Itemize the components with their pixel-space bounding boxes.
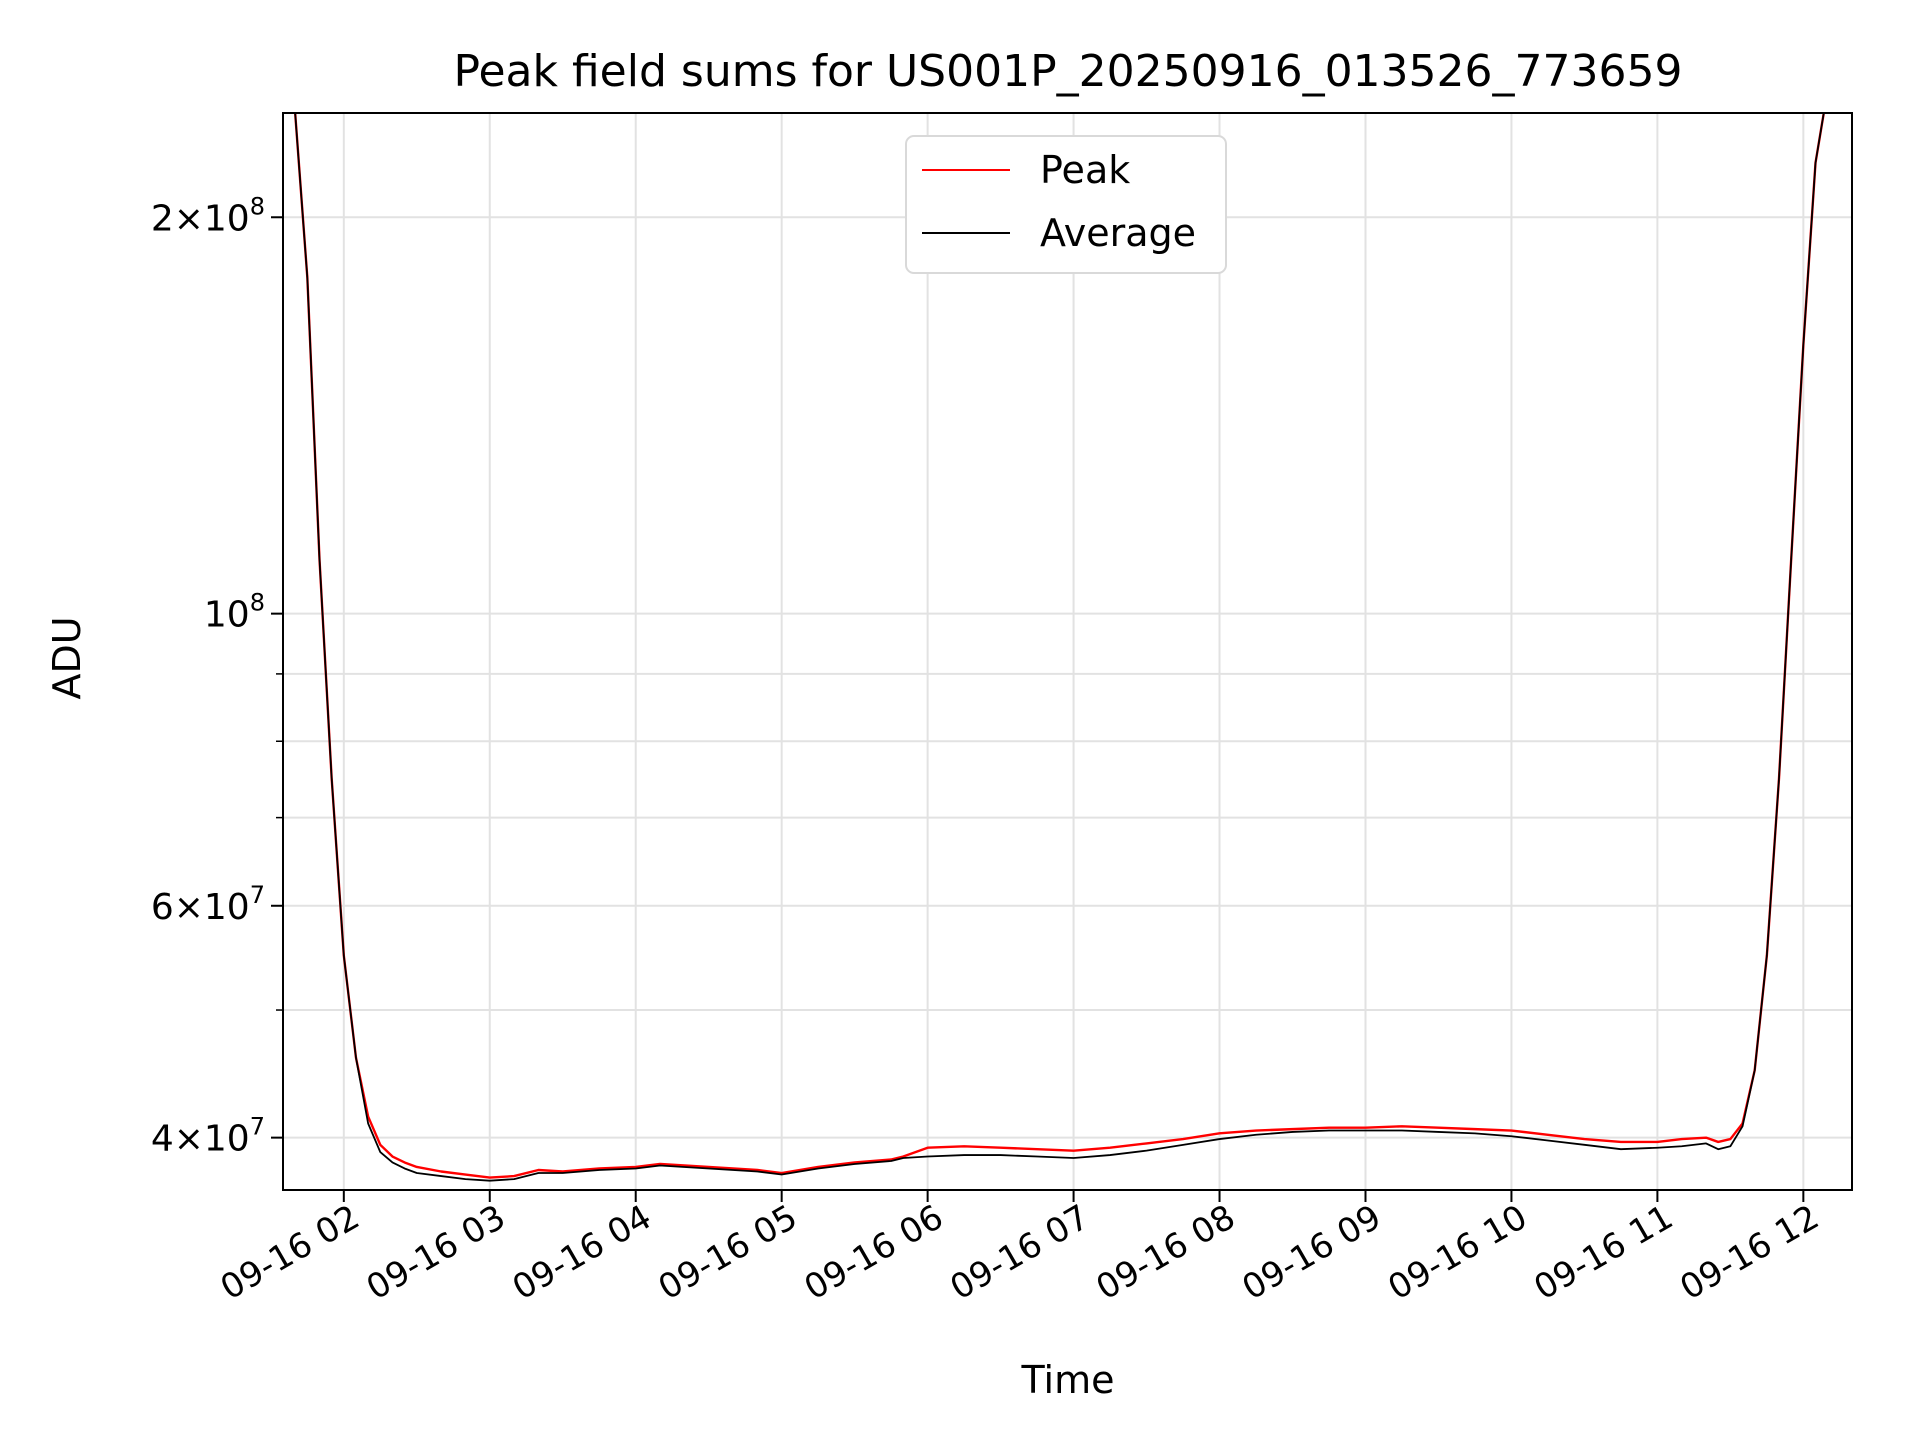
series-layer (293, 113, 1826, 1182)
y-tick-label-exponent-0: 7 (250, 1113, 265, 1141)
peak-series-line (293, 113, 1826, 1179)
y-tick-label-1: 6×107 (151, 881, 265, 928)
y-tick-label-0: 4×107 (151, 1113, 265, 1160)
y-tick-label-exponent-1: 7 (250, 881, 265, 909)
y-tick-label-main-0: 4×10 (151, 1119, 250, 1160)
y-tick-label-2: 108 (204, 589, 265, 636)
y-tick-label-exponent-3: 8 (250, 192, 265, 220)
y-axis-label: ADU (45, 616, 89, 699)
chart-title: Peak field sums for US001P_20250916_0135… (454, 46, 1683, 97)
plot-frame (282, 112, 1853, 1191)
y-tick-label-main-3: 2×10 (151, 198, 250, 239)
x-axis-label: Time (1021, 1358, 1115, 1402)
y-tick-label-exponent-2: 8 (250, 589, 265, 617)
legend: Peak Average (905, 135, 1227, 274)
average-series-line (294, 113, 1825, 1182)
legend-average-label: Average (1040, 211, 1196, 255)
y-tick-label-main-1: 6×10 (151, 887, 250, 928)
y-tick-label-3: 2×108 (151, 192, 265, 239)
y-tick-label-main-2: 10 (204, 595, 250, 636)
legend-peak-label: Peak (1040, 148, 1130, 192)
